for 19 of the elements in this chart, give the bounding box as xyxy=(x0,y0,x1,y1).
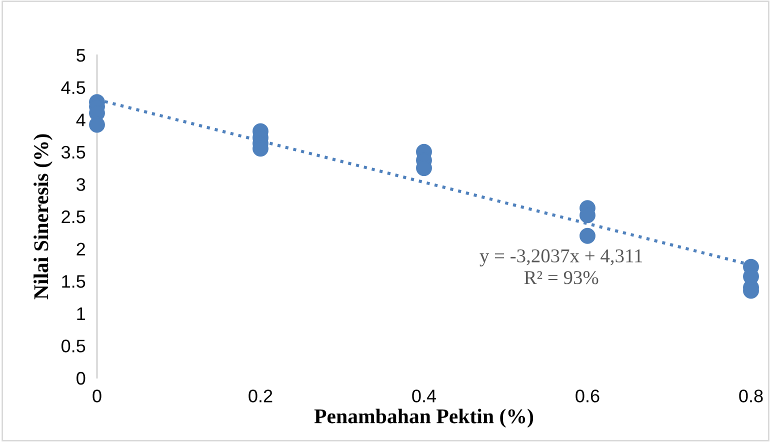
x-axis-title: Penambahan Pektin (%) xyxy=(314,408,534,428)
y-tick-label: 1 xyxy=(77,308,86,320)
y-tick-label: 4 xyxy=(76,114,86,126)
x-tick-label: 0.4 xyxy=(412,390,436,402)
y-tick-label: 2.5 xyxy=(62,210,86,224)
y-tick-label: 1.5 xyxy=(62,275,86,288)
y-axis-title: Nilai Sineresis (%) xyxy=(34,134,52,300)
x-tick-label: 0.2 xyxy=(248,390,272,402)
x-tick-label: 0 xyxy=(92,390,102,402)
x-tick-label: 0.6 xyxy=(576,390,600,402)
y-tick-label: 3 xyxy=(76,178,86,191)
y-tick-label: 2 xyxy=(76,242,85,256)
y-tick-label: 5 xyxy=(76,49,86,62)
y-tick-label: 4.5 xyxy=(61,81,86,94)
y-tick-label: 0.5 xyxy=(61,340,86,352)
annotation: y = -3,2037x + 4,311 R² = 93% xyxy=(480,249,642,284)
x-tick-label: 0.8 xyxy=(739,390,763,402)
y-tick-label: 0 xyxy=(76,372,86,385)
y-tick-label: 3.5 xyxy=(61,146,86,159)
